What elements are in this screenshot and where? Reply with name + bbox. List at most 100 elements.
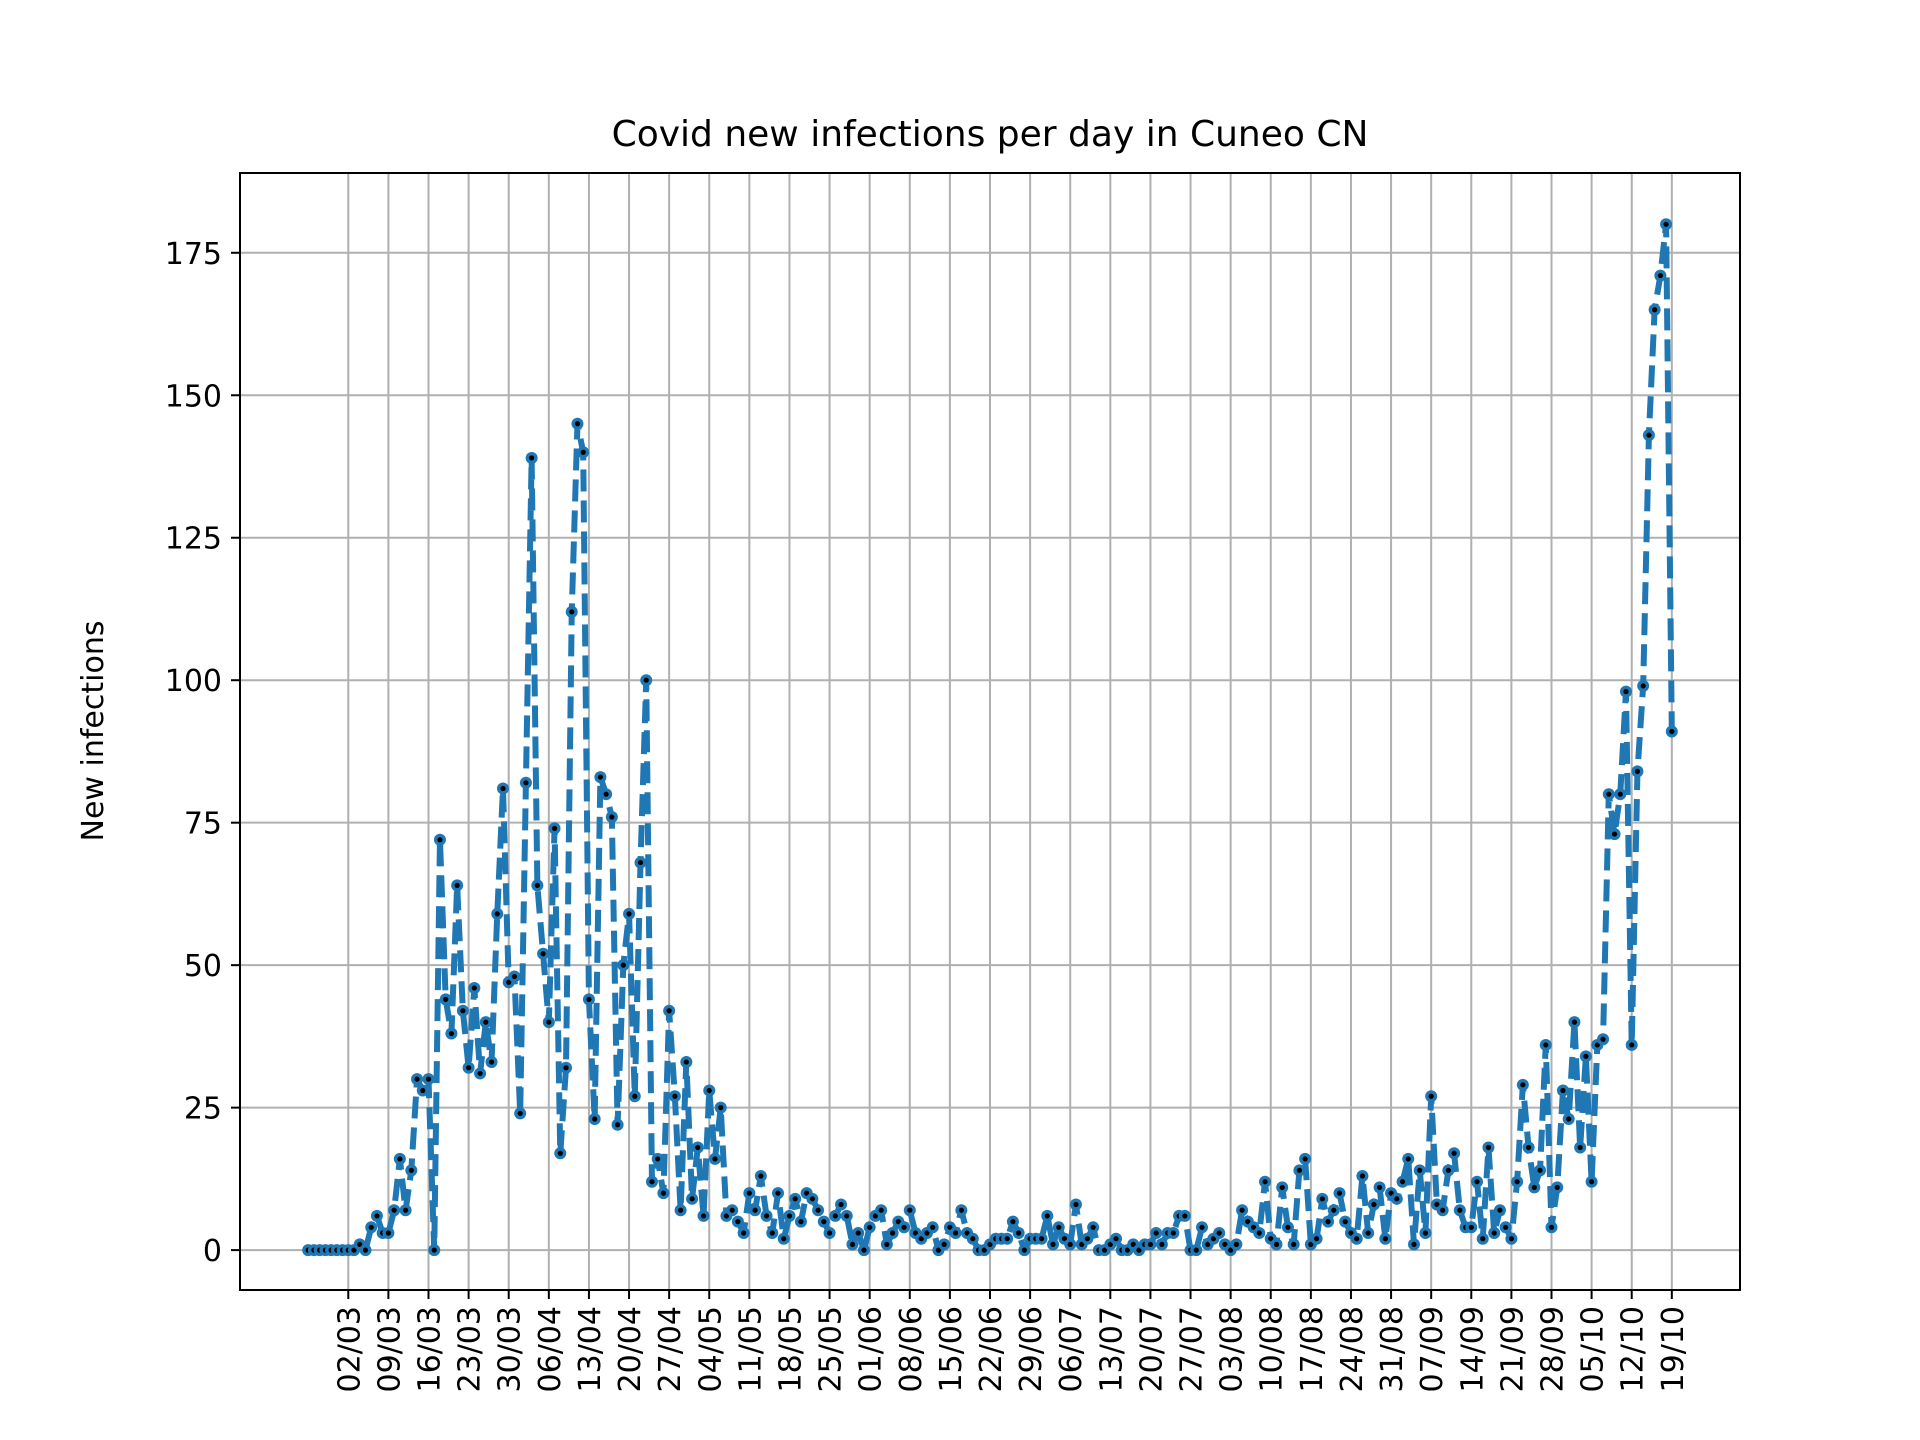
data-point	[1333, 1187, 1346, 1200]
data-point	[1230, 1238, 1243, 1251]
data-point	[1396, 1175, 1409, 1188]
data-point	[703, 1084, 716, 1097]
data-point	[1425, 1090, 1438, 1103]
data-point	[485, 1056, 498, 1069]
data-point	[875, 1204, 888, 1217]
data-point	[846, 1238, 859, 1251]
data-point	[422, 1073, 435, 1086]
data-point	[605, 810, 618, 823]
data-point	[1660, 218, 1673, 231]
x-tick-label: 18/05	[773, 1306, 808, 1392]
data-point	[731, 1215, 744, 1228]
data-point	[880, 1238, 893, 1251]
x-tick-label: 14/09	[1455, 1306, 1490, 1392]
data-point	[783, 1209, 796, 1222]
data-point	[577, 446, 590, 459]
data-point	[416, 1084, 429, 1097]
x-tick-label: 02/03	[332, 1306, 367, 1392]
data-point	[1402, 1152, 1415, 1165]
data-point	[399, 1204, 412, 1217]
data-point	[1608, 828, 1621, 841]
x-tick-label: 13/04	[573, 1306, 608, 1392]
data-point	[1511, 1175, 1524, 1188]
data-point	[393, 1152, 406, 1165]
data-point	[382, 1227, 395, 1240]
data-point	[737, 1227, 750, 1240]
data-point	[1568, 1016, 1581, 1029]
data-point	[1534, 1164, 1547, 1177]
data-point	[1471, 1175, 1484, 1188]
data-point	[852, 1227, 865, 1240]
x-tick-label: 31/08	[1375, 1306, 1410, 1392]
y-tick-label: 175	[165, 237, 222, 272]
x-tick-label: 28/09	[1535, 1306, 1570, 1392]
y-tick-label: 0	[203, 1234, 222, 1269]
data-point	[1579, 1050, 1592, 1063]
data-point	[1419, 1227, 1432, 1240]
data-point	[1625, 1038, 1638, 1051]
data-point	[1356, 1170, 1369, 1183]
data-point	[1081, 1232, 1094, 1245]
data-point	[405, 1164, 418, 1177]
x-tick-label: 25/05	[814, 1306, 849, 1392]
data-point	[697, 1209, 710, 1222]
data-point	[1442, 1164, 1455, 1177]
data-point	[1482, 1141, 1495, 1154]
data-point	[445, 1027, 458, 1040]
data-point	[1339, 1215, 1352, 1228]
x-tick-label: 08/06	[894, 1306, 929, 1392]
data-point	[1287, 1238, 1300, 1251]
x-tick-label: 12/10	[1616, 1306, 1651, 1392]
data-point	[1436, 1204, 1449, 1217]
data-point	[840, 1209, 853, 1222]
data-point	[456, 1004, 469, 1017]
data-point	[691, 1141, 704, 1154]
data-point	[1327, 1204, 1340, 1217]
data-point	[1545, 1221, 1558, 1234]
x-tick-label: 21/09	[1495, 1306, 1530, 1392]
data-point	[1316, 1192, 1329, 1205]
data-point	[1270, 1238, 1283, 1251]
data-point	[1362, 1227, 1375, 1240]
data-point	[439, 993, 452, 1006]
data-point	[1259, 1175, 1272, 1188]
data-point	[1155, 1238, 1168, 1251]
data-point	[548, 822, 561, 835]
data-point	[1195, 1221, 1208, 1234]
data-point	[789, 1192, 802, 1205]
x-tick-label: 29/06	[1014, 1306, 1049, 1392]
data-point	[1453, 1204, 1466, 1217]
x-tick-label: 20/07	[1134, 1306, 1169, 1392]
y-tick-label: 50	[184, 949, 222, 984]
data-point	[1379, 1232, 1392, 1245]
data-point	[1373, 1181, 1386, 1194]
data-point	[823, 1227, 836, 1240]
data-point	[628, 1090, 641, 1103]
data-point	[886, 1227, 899, 1240]
x-tick-label: 05/10	[1576, 1306, 1611, 1392]
x-tick-label: 19/10	[1656, 1306, 1691, 1392]
data-point	[388, 1204, 401, 1217]
y-tick-label: 150	[165, 379, 222, 414]
data-point	[1035, 1232, 1048, 1245]
data-point	[1493, 1204, 1506, 1217]
data-point	[594, 771, 607, 784]
data-point	[1018, 1244, 1031, 1257]
x-tick-label: 06/04	[533, 1306, 568, 1392]
data-point	[582, 993, 595, 1006]
data-point	[1585, 1175, 1598, 1188]
data-point	[674, 1204, 687, 1217]
data-point	[686, 1192, 699, 1205]
data-point	[462, 1061, 475, 1074]
series-layer	[302, 218, 1678, 1257]
data-point	[1597, 1033, 1610, 1046]
data-point	[1150, 1227, 1163, 1240]
data-point	[508, 970, 521, 983]
data-point	[743, 1187, 756, 1200]
data-point	[754, 1170, 767, 1183]
data-point	[365, 1221, 378, 1234]
x-tick-label: 27/07	[1175, 1306, 1210, 1392]
data-point	[1522, 1141, 1535, 1154]
data-point	[1539, 1038, 1552, 1051]
data-point	[1276, 1181, 1289, 1194]
